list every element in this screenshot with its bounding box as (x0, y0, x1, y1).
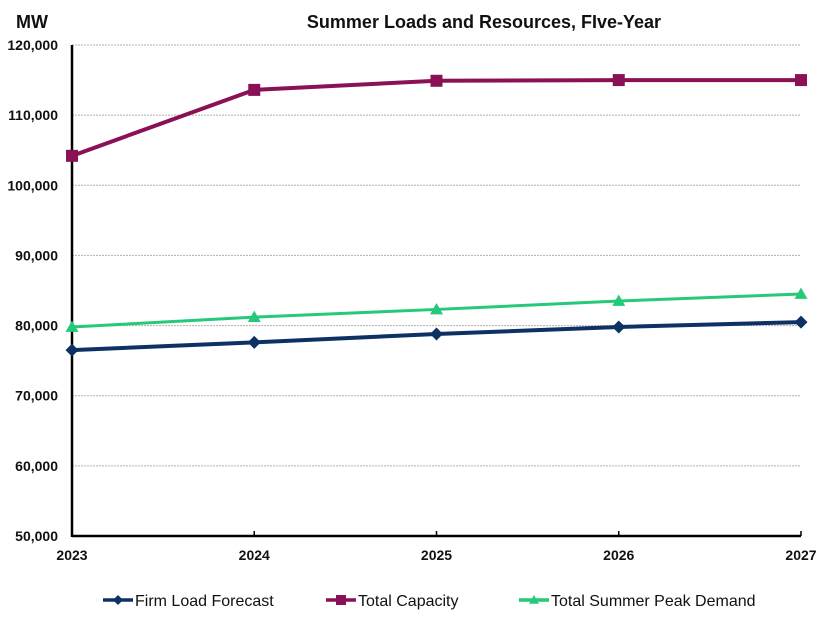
series-group (65, 74, 808, 357)
x-tick-label: 2023 (56, 547, 87, 563)
data-point-square (430, 74, 443, 87)
y-tick-label: 110,000 (8, 107, 58, 123)
data-point-diamond (65, 343, 79, 357)
series-total-summer-peak-demand (65, 287, 808, 332)
legend-label: Total Summer Peak Demand (551, 593, 756, 610)
data-point-square (248, 83, 261, 96)
y-tick-label: 120,000 (7, 37, 58, 53)
data-point-square (612, 74, 625, 87)
series-line (71, 78, 801, 158)
data-point-triangle (247, 310, 261, 323)
y-axis-unit-label: MW (16, 12, 48, 32)
series-firm-load-forecast (65, 315, 808, 357)
data-point-square (795, 74, 807, 87)
x-tick-label: 2025 (421, 547, 452, 563)
y-tick-label: 100,000 (7, 177, 58, 193)
legend-label: Firm Load Forecast (135, 593, 274, 610)
y-tick-label: 70,000 (15, 388, 58, 404)
series-total-capacity (66, 74, 807, 162)
legend-marker-square (336, 595, 346, 605)
x-axis-ticks: 2023 2024 2025 2026 2027 (56, 531, 817, 563)
legend: Firm Load Forecast Total Capacity Total Su… (103, 593, 756, 610)
y-tick-label: 50,000 (15, 528, 58, 544)
x-tick-label: 2027 (785, 547, 816, 563)
x-tick-label: 2024 (239, 547, 270, 563)
legend-marker-triangle (529, 595, 539, 604)
data-point-diamond (794, 315, 808, 329)
y-tick-label: 80,000 (15, 318, 58, 334)
data-point-diamond (612, 320, 626, 334)
data-point-triangle (430, 302, 443, 315)
y-axis-ticks: 50,000 60,000 70,000 80,000 90,000 100,000 110… (7, 37, 58, 544)
legend-item-total-summer-peak-demand: Total Summer Peak Demand (519, 593, 756, 610)
data-point-triangle (612, 294, 626, 306)
axes (70, 45, 801, 538)
chart-title: Summer Loads and Resources, FIve-Year (307, 12, 661, 32)
legend-item-firm-load-forecast: Firm Load Forecast (103, 593, 274, 610)
legend-marker-diamond (113, 595, 123, 605)
y-tick-label: 60,000 (15, 458, 58, 474)
gridlines (72, 44, 801, 467)
data-point-triangle (65, 320, 79, 332)
y-tick-label: 90,000 (15, 247, 58, 263)
data-point-square (66, 149, 78, 162)
legend-item-total-capacity: Total Capacity (326, 593, 459, 610)
data-point-diamond (430, 327, 443, 341)
legend-label: Total Capacity (358, 593, 459, 610)
x-tick-label: 2026 (603, 547, 634, 563)
data-point-triangle (794, 287, 808, 299)
data-point-diamond (247, 335, 261, 349)
